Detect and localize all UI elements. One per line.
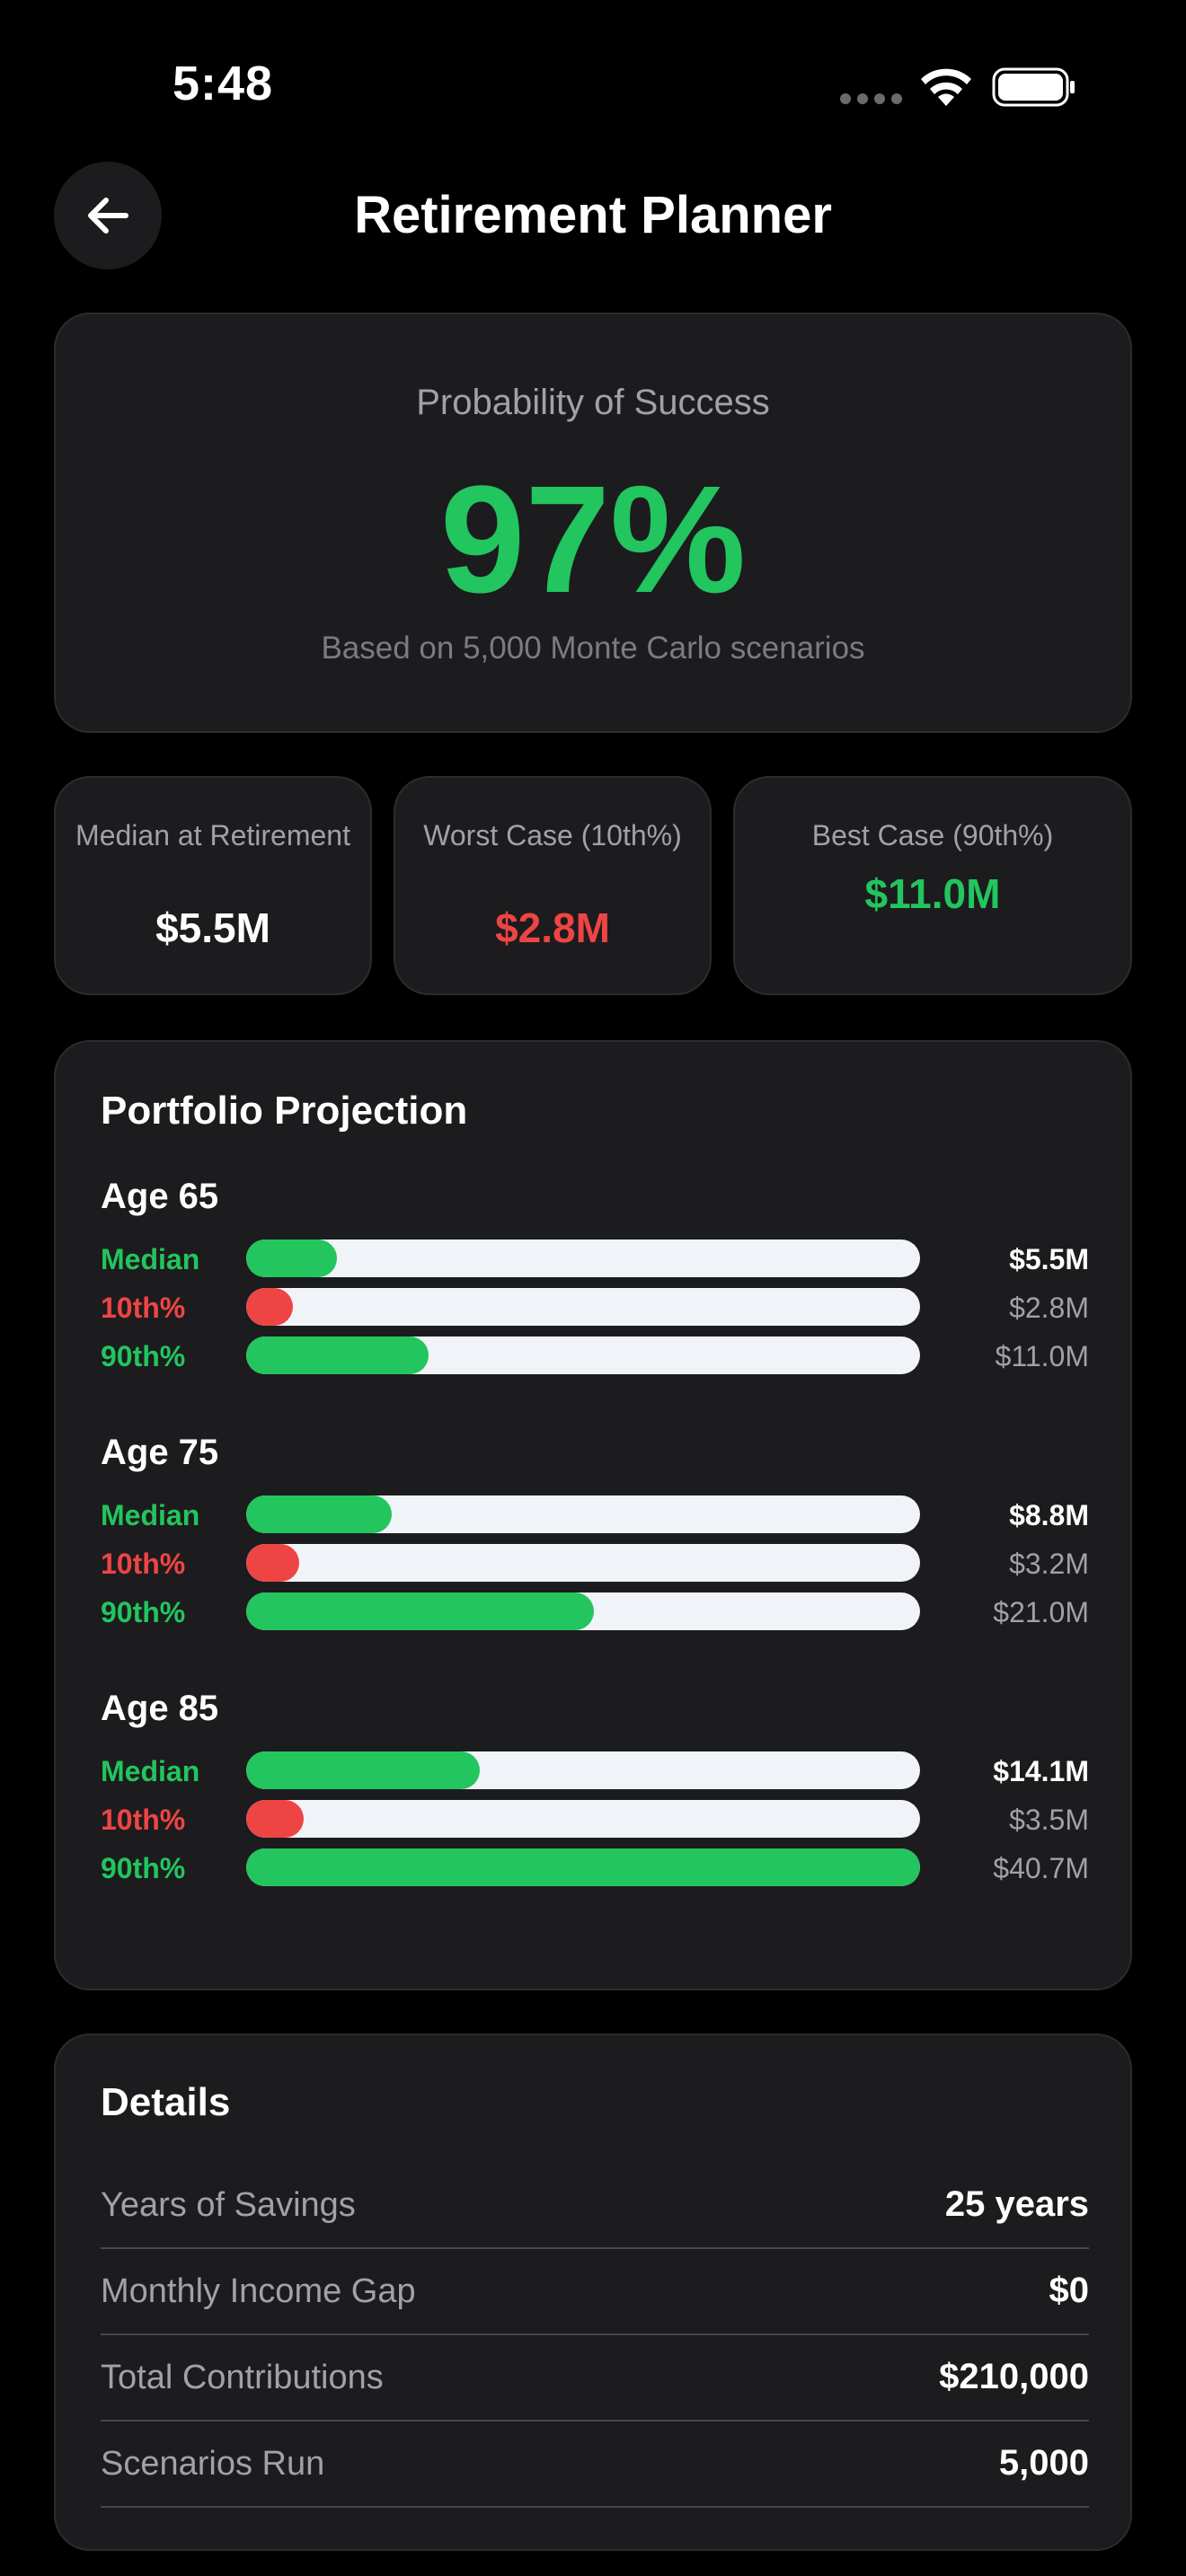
section-title: Details [101, 2080, 231, 2124]
bar-value: $3.2M [1009, 1548, 1089, 1580]
stat-card-median: Median at Retirement $5.5M [54, 776, 372, 995]
bar-track [246, 1848, 920, 1886]
projection-bar-row: 90th% $21.0M [101, 1592, 1089, 1632]
status-bar: 5:48 [0, 0, 1186, 171]
detail-label: Scenarios Run [101, 2445, 325, 2483]
bar-fill [246, 1592, 594, 1630]
bar-fill [246, 1848, 920, 1886]
arrow-left-icon [88, 198, 128, 234]
battery-icon [992, 67, 1075, 107]
bar-track [246, 1544, 920, 1582]
bar-value: $2.8M [1009, 1292, 1089, 1324]
bar-fill [246, 1544, 299, 1582]
bar-value: $8.8M [1009, 1499, 1089, 1531]
projection-bar-row: 10th% $3.5M [101, 1800, 1089, 1839]
bar-value: $11.0M [995, 1340, 1089, 1372]
age-label: Age 65 [101, 1177, 219, 1216]
age-group-age-75: Age 75 Median $8.8M 10th% $3.2M 90th% $21.0M [101, 1433, 1089, 1648]
bar-label: Median [101, 1499, 200, 1531]
bar-fill [246, 1751, 480, 1789]
projection-bar-row: Median $8.8M [101, 1495, 1089, 1535]
detail-label: Monthly Income Gap [101, 2272, 416, 2310]
status-time: 5:48 [173, 57, 274, 110]
projection-bar-row: Median $5.5M [101, 1239, 1089, 1279]
bar-label: Median [101, 1243, 200, 1275]
stat-value: $2.8M [495, 904, 610, 951]
bar-label: 90th% [101, 1852, 186, 1884]
bar-label: 10th% [101, 1292, 186, 1324]
bar-track [246, 1239, 920, 1277]
details-card: Details Years of Savings 25 years Monthl… [54, 2033, 1132, 2551]
stat-label: Median at Retirement [75, 819, 350, 851]
detail-value: $0 [1049, 2271, 1090, 2310]
projection-bar-row: 10th% $2.8M [101, 1288, 1089, 1328]
bar-value: $3.5M [1009, 1804, 1089, 1836]
bar-track [246, 1288, 920, 1326]
stat-card-worst-case: Worst Case (10th%) $2.8M [394, 776, 712, 995]
bar-value: $21.0M [993, 1596, 1089, 1628]
cellular-signal-icon [840, 93, 902, 104]
projection-bar-row: 90th% $11.0M [101, 1337, 1089, 1376]
stat-label: Best Case (90th%) [811, 819, 1054, 851]
age-label: Age 85 [101, 1689, 219, 1728]
detail-value: 25 years [944, 2184, 1089, 2224]
detail-row-years-of-savings: Years of Savings 25 years [101, 2163, 1089, 2249]
age-label: Age 75 [101, 1433, 219, 1472]
bar-value: $40.7M [993, 1852, 1089, 1884]
stat-value: $5.5M [155, 904, 270, 951]
success-label: Probability of Success [416, 383, 770, 422]
detail-row-total-contributions: Total Contributions $210,000 [101, 2335, 1089, 2422]
bar-label: 10th% [101, 1548, 186, 1580]
section-title: Portfolio Projection [101, 1089, 468, 1133]
bar-fill [246, 1495, 393, 1533]
detail-value: 5,000 [998, 2443, 1089, 2483]
success-probability-card: Probability of Success 97% Based on 5,00… [54, 313, 1132, 733]
age-group-age-65: Age 65 Median $5.5M 10th% $2.8M 90th% $11.0M [101, 1177, 1089, 1392]
back-button[interactable] [54, 162, 162, 269]
bar-value: $14.1M [993, 1755, 1089, 1787]
bar-track [246, 1337, 920, 1374]
stat-label: Worst Case (10th%) [423, 819, 682, 851]
bar-fill [246, 1288, 293, 1326]
success-note: Based on 5,000 Monte Carlo scenarios [321, 631, 865, 666]
bar-label: 90th% [101, 1596, 186, 1628]
bar-track [246, 1751, 920, 1789]
bar-track [246, 1800, 920, 1838]
bar-fill [246, 1800, 305, 1838]
bar-fill [246, 1337, 429, 1374]
success-value: 97% [439, 454, 747, 625]
bar-track [246, 1592, 920, 1630]
bar-fill [246, 1239, 338, 1277]
stat-card-best-case: Best Case (90th%) $11.0M [733, 776, 1132, 995]
page-title: Retirement Planner [354, 186, 832, 244]
projection-bar-row: Median $14.1M [101, 1751, 1089, 1791]
bar-label: Median [101, 1755, 200, 1787]
bar-label: 90th% [101, 1340, 186, 1372]
projection-bar-row: 90th% $40.7M [101, 1848, 1089, 1888]
portfolio-projection-card: Portfolio Projection Age 65 Median $5.5M 10… [54, 1040, 1132, 1990]
bar-value: $5.5M [1009, 1243, 1089, 1275]
detail-value: $210,000 [939, 2357, 1089, 2396]
detail-row-scenarios-run: Scenarios Run 5,000 [101, 2422, 1089, 2508]
detail-label: Years of Savings [101, 2186, 356, 2224]
wifi-icon [921, 68, 971, 106]
projection-bar-row: 10th% $3.2M [101, 1544, 1089, 1584]
bar-track [246, 1495, 920, 1533]
detail-row-monthly-income-gap: Monthly Income Gap $0 [101, 2249, 1089, 2335]
age-group-age-85: Age 85 Median $14.1M 10th% $3.5M 90th% $40.7M [101, 1689, 1089, 1904]
bar-label: 10th% [101, 1804, 186, 1836]
stat-value: $11.0M [864, 870, 1001, 917]
detail-label: Total Contributions [101, 2359, 384, 2396]
